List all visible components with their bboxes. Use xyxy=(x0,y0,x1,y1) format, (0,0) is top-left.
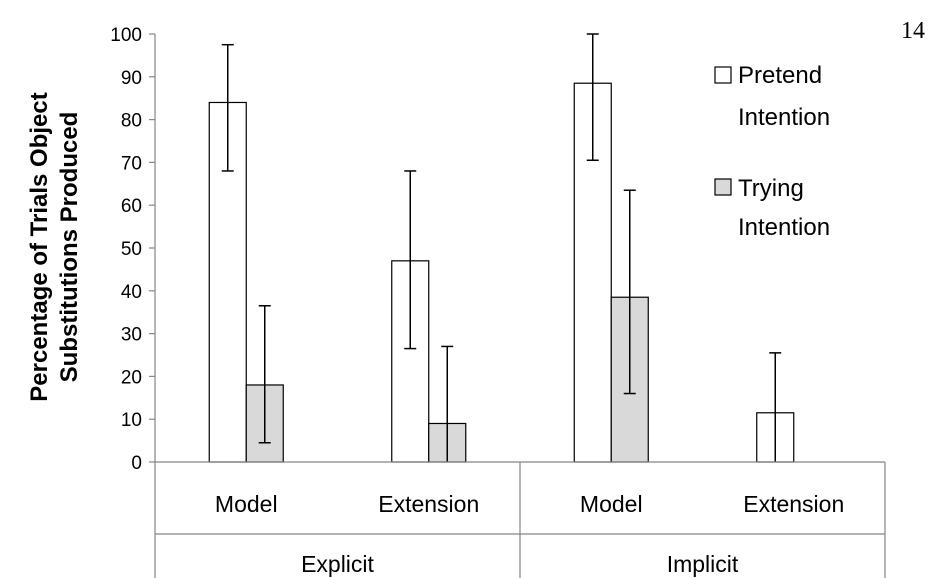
x-axis: Explicit Implicit Model Extension Model Exten… xyxy=(154,461,886,578)
page-number: 14 xyxy=(901,18,925,44)
legend-swatch-pretend xyxy=(714,66,732,84)
y-tick-label: 50 xyxy=(121,239,142,260)
y-axis-label-line-2: Substitutions Produced xyxy=(56,112,83,383)
legend-label-trying-line-1: Trying xyxy=(738,175,804,202)
legend-label-trying-line-2: Intention xyxy=(738,214,830,241)
x-group-label: Implicit xyxy=(667,551,739,577)
legend-swatch-trying xyxy=(714,178,732,196)
bars xyxy=(208,82,795,463)
error-bars xyxy=(221,33,782,462)
y-tick-label: 80 xyxy=(121,111,142,132)
x-category-label: Extension xyxy=(378,491,479,517)
y-tick-label: 40 xyxy=(121,282,142,303)
y-tick-label: 100 xyxy=(110,25,142,46)
y-axis-label-line-1: Percentage of Trials Object xyxy=(26,92,53,401)
x-group-label: Explicit xyxy=(301,551,374,577)
y-tick-label: 90 xyxy=(121,68,142,89)
legend-label-pretend-line-1: Pretend xyxy=(738,62,822,89)
y-tick-label: 20 xyxy=(121,367,142,388)
legend-label-pretend-line-2: Intention xyxy=(738,104,830,131)
y-tick-label: 10 xyxy=(121,410,142,431)
x-category-label: Model xyxy=(215,491,278,517)
y-tick-label: 60 xyxy=(121,196,142,217)
y-tick-label: 70 xyxy=(121,153,142,174)
y-tick-label: 0 xyxy=(131,453,142,474)
x-category-label: Extension xyxy=(743,491,844,517)
y-axis: 0 10 20 30 40 50 60 70 80 90 100 xyxy=(110,25,156,474)
x-category-label: Model xyxy=(580,491,643,517)
legend: Pretend Intention Trying Intention xyxy=(714,62,830,241)
y-tick-label: 30 xyxy=(121,325,142,346)
